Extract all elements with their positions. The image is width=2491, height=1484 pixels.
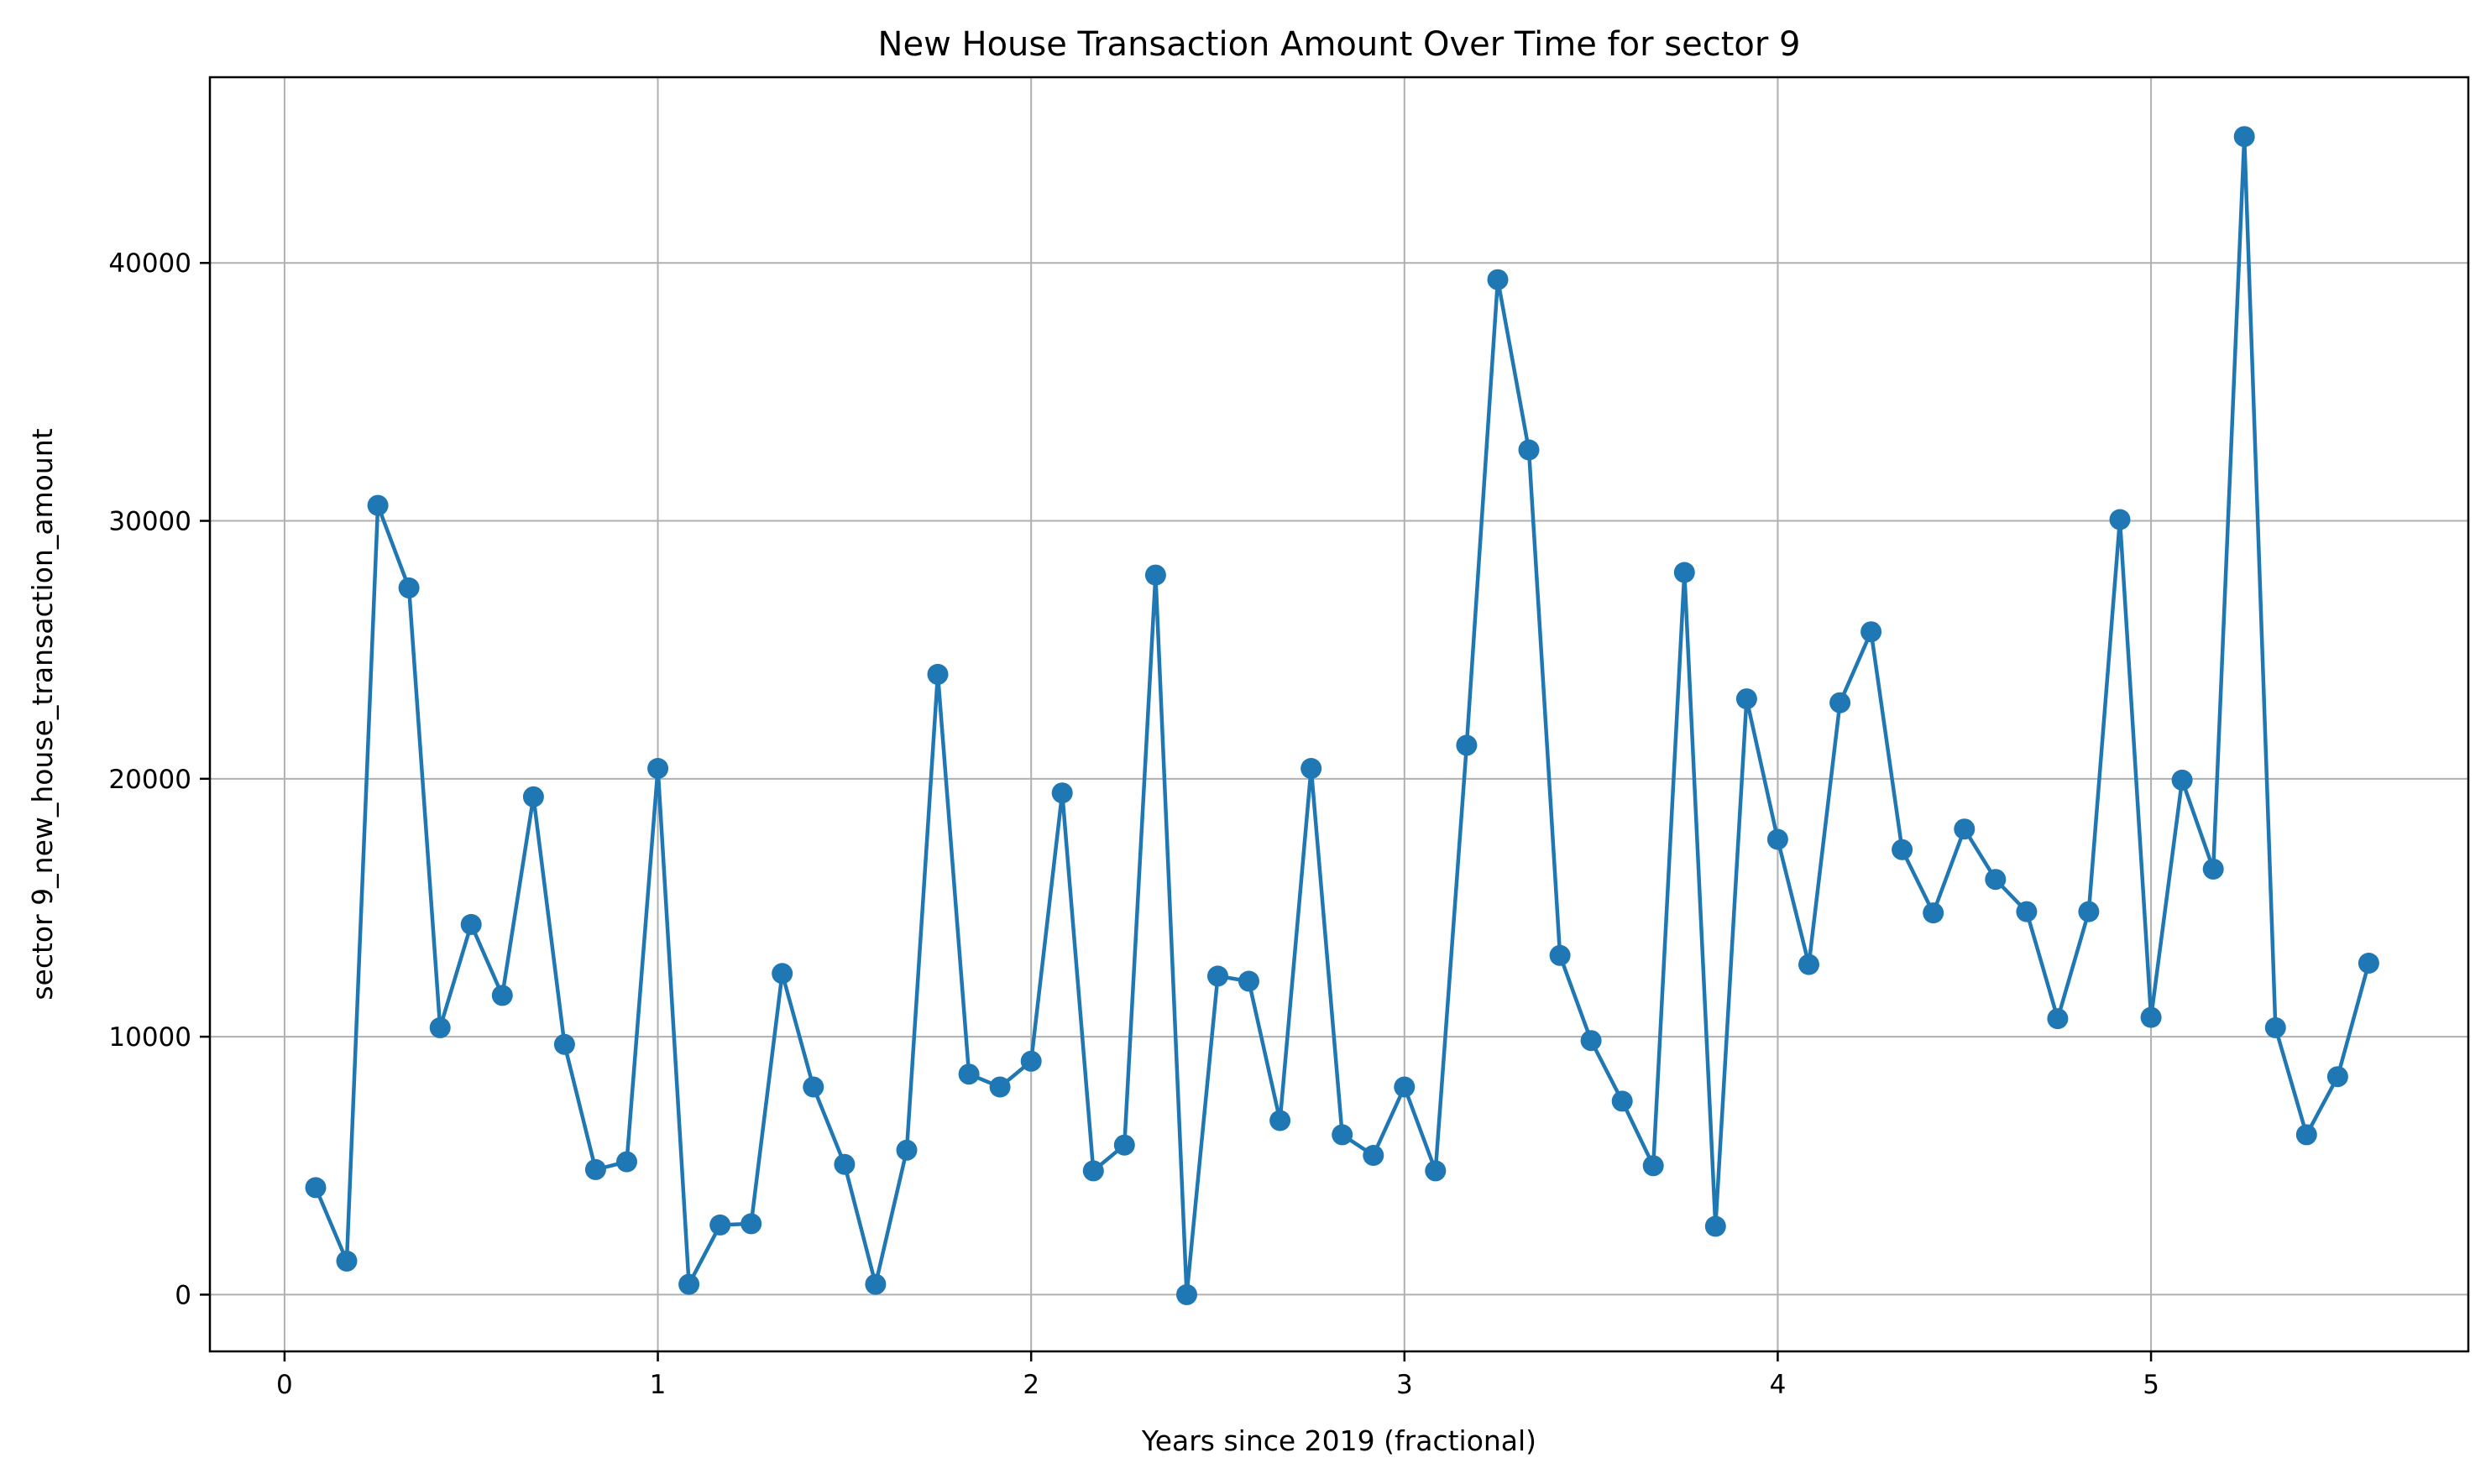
data-point [1456,734,1478,756]
data-point [2358,953,2379,974]
data-point [305,1177,327,1199]
data-point [1269,1110,1291,1131]
x-tick-label: 3 [1396,1370,1413,1400]
data-point [927,663,949,685]
x-tick-label: 0 [276,1370,293,1400]
data-point [522,786,544,807]
data-point [491,985,513,1006]
data-point [2078,901,2100,922]
data-point [553,1033,575,1055]
data-point [1363,1145,1384,1166]
data-point [1923,902,1944,924]
y-tick-label: 40000 [108,248,191,279]
data-point [1394,1076,1416,1098]
data-point [1704,1215,1726,1237]
data-point [1113,1134,1135,1156]
data-point [678,1273,700,1295]
data-point [1673,562,1695,583]
data-point [1642,1155,1664,1177]
data-point [1144,564,1166,586]
data-point [1954,818,1976,840]
data-point [1860,621,1882,643]
plot-area-frame [208,76,2470,1353]
data-point [2016,901,2038,922]
grid-lines [210,77,2468,1351]
data-point [584,1158,606,1180]
data-point [429,1016,451,1038]
data-point [709,1214,731,1236]
data-point [1176,1283,1197,1305]
data-point [803,1076,824,1098]
x-axis-title: Years since 2019 (fractional) [1141,1424,1536,1457]
x-tick-label: 2 [1023,1370,1039,1400]
y-axis-title: sector 9_new_house_transaction_amount [26,428,59,1000]
data-point [2171,769,2193,791]
data-point [834,1153,856,1175]
data-point [1766,828,1788,850]
data-point [2326,1066,2348,1088]
data-point [740,1213,762,1235]
x-tick-label: 5 [2143,1370,2159,1400]
data-point [1332,1124,1353,1146]
data-point [1892,839,1913,860]
data-point [1020,1050,1042,1072]
data-point [896,1139,918,1161]
data-point [958,1063,980,1085]
data-point [2109,509,2131,530]
axis-ticks: 0 1 2 3 4 5 0 10000 20000 30000 40000 [108,248,2159,1400]
y-tick-label: 0 [175,1280,191,1310]
data-point [460,913,482,935]
data-point [2295,1124,2317,1146]
data-point [2202,858,2224,880]
data-point [865,1273,887,1295]
data-point [398,577,420,598]
series-line [313,134,2371,1297]
data-point [1425,1160,1447,1182]
data-series [305,126,2379,1305]
y-tick-label: 30000 [108,507,191,537]
data-point [989,1076,1011,1098]
data-point [1829,692,1851,713]
data-point [1985,869,2007,891]
data-point [616,1151,637,1173]
data-point [1518,439,1540,461]
data-point [1611,1090,1633,1112]
data-point [1082,1160,1104,1182]
data-point [1051,782,1073,804]
data-point [1580,1030,1602,1052]
data-point [367,494,389,516]
data-point [2140,1006,2162,1028]
y-tick-label: 10000 [108,1022,191,1053]
data-point [1207,965,1228,987]
data-point [647,758,669,779]
chart-title: New House Transaction Amount Over Time f… [878,25,1801,64]
data-point [1735,688,1757,710]
data-point [1798,954,1819,975]
data-point [2264,1016,2286,1038]
data-point [1487,269,1509,290]
data-point [1300,758,1322,779]
data-point [1238,970,1259,992]
x-tick-label: 1 [650,1370,667,1400]
data-point [2233,126,2255,148]
x-tick-label: 4 [1770,1370,1787,1400]
data-point [2047,1008,2069,1030]
data-point [772,963,793,985]
y-tick-label: 20000 [108,765,191,795]
data-point [1549,944,1571,966]
data-point [336,1250,358,1272]
